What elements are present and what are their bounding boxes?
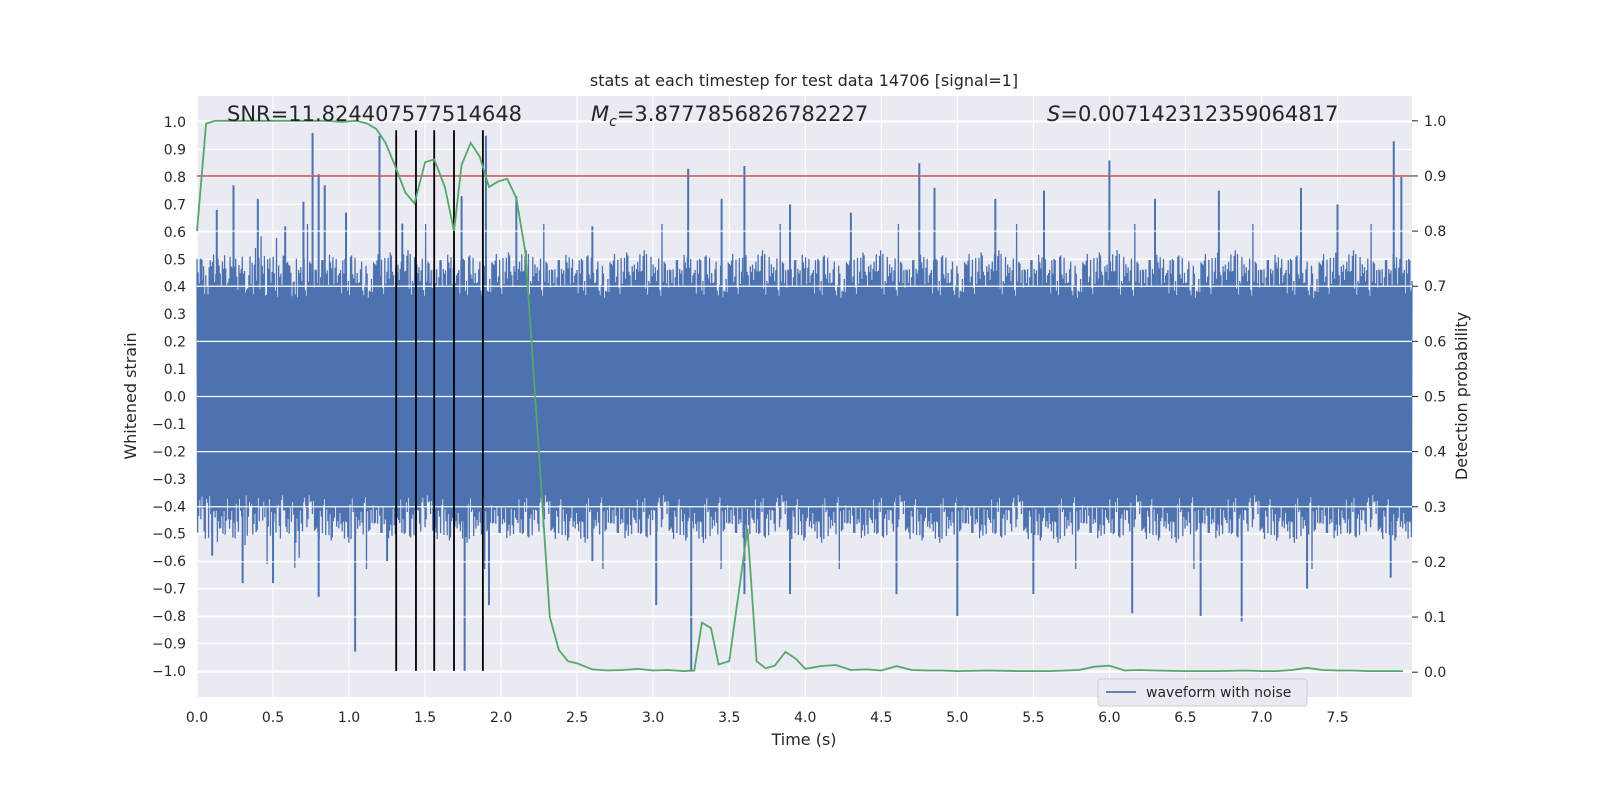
y2-tick-label: 0.7 <box>1424 279 1446 295</box>
detection-probability-line <box>196 119 1403 673</box>
y2-axis-label: Detection probability <box>1452 312 1471 480</box>
s-symbol: S <box>1047 102 1060 126</box>
x-axis: 0.0 0.5 1.0 1.5 2.0 2.5 3.0 3.5 4.0 4.5 5.0 5.5 6.0 6… <box>186 710 1349 726</box>
y-tick-label: 0.5 <box>164 252 186 268</box>
y-axis-left: 1.0 0.9 0.8 0.7 0.6 0.5 0.4 0.3 0.2 0.1 0.0 −0.1 −0.… <box>152 115 186 680</box>
y-tick-label: 0.1 <box>164 362 186 378</box>
y-axis-label: Whitened strain <box>121 332 140 459</box>
y2-tick-label: 0.2 <box>1424 555 1446 571</box>
x-axis-label: Time (s) <box>770 730 836 749</box>
y2-tick-label: 0.1 <box>1424 610 1446 626</box>
x-tick-label: 4.0 <box>794 710 816 726</box>
y-tick-label: −0.2 <box>152 444 186 460</box>
y2-tick-label: 1.0 <box>1424 114 1446 130</box>
y2-tick-label: 0.0 <box>1424 665 1446 681</box>
y2-tick-label: 0.9 <box>1424 169 1446 185</box>
x-tick-label: 1.5 <box>414 710 436 726</box>
y-tick-label: 0.8 <box>164 170 186 186</box>
y-tick-label: 1.0 <box>164 115 186 131</box>
y-tick-label: −0.4 <box>152 499 186 515</box>
y2-tick-label: 0.3 <box>1424 500 1446 516</box>
legend: waveform with noise <box>1097 678 1308 707</box>
legend-box <box>1097 678 1308 707</box>
chart-title: stats at each timestep for test data 147… <box>590 71 1018 90</box>
y-tick-label: 0.9 <box>164 143 186 159</box>
x-tick-label: 3.5 <box>718 710 740 726</box>
x-tick-label: 4.5 <box>870 710 892 726</box>
mc-value: =3.8777856826782227 <box>617 102 868 126</box>
y-tick-label: −1.0 <box>152 664 186 680</box>
vertical-markers <box>395 130 484 671</box>
y-tick-label: −0.7 <box>152 582 186 598</box>
x-tick-label: 7.5 <box>1326 710 1348 726</box>
y-tick-label: −0.9 <box>152 636 186 652</box>
snr-annotation: SNR=11.824407577514648 <box>227 102 522 126</box>
x-tick-label: 3.0 <box>642 710 664 726</box>
mc-annotation: Mc=3.8777856826782227 <box>591 102 868 130</box>
mc-subscript: c <box>609 114 617 130</box>
y-tick-label: 0.6 <box>164 225 186 241</box>
x-tick-label: 5.5 <box>1022 710 1044 726</box>
x-tick-label: 2.5 <box>566 710 588 726</box>
y2-tick-label: 0.8 <box>1424 224 1446 240</box>
y-tick-label: −0.1 <box>152 417 186 433</box>
y-tick-label: 0.3 <box>164 307 186 323</box>
x-tick-label: 7.0 <box>1250 710 1272 726</box>
y-axis-right: 1.0 0.9 0.8 0.7 0.6 0.5 0.4 0.3 0.2 0.1 0.0 <box>1412 114 1446 681</box>
s-value: =0.007142312359064817 <box>1060 102 1338 126</box>
x-tick-label: 0.5 <box>262 710 284 726</box>
legend-label: waveform with noise <box>1146 685 1291 701</box>
x-tick-label: 2.0 <box>490 710 512 726</box>
x-tick-label: 6.0 <box>1098 710 1120 726</box>
x-tick-label: 6.5 <box>1174 710 1196 726</box>
y-tick-label: 0.7 <box>164 197 186 213</box>
x-tick-label: 5.0 <box>946 710 968 726</box>
y-tick-label: −0.6 <box>152 554 186 570</box>
y-tick-label: 0.4 <box>164 280 186 296</box>
y2-tick-label: 0.6 <box>1424 334 1446 350</box>
y-tick-label: 0.2 <box>164 335 186 351</box>
y-tick-label: −0.3 <box>152 472 186 488</box>
y-tick-label: −0.8 <box>152 609 186 625</box>
y2-tick-label: 0.5 <box>1424 390 1446 406</box>
x-tick-label: 0.0 <box>186 710 208 726</box>
mc-symbol: M <box>591 102 609 126</box>
y2-tick-label: 0.4 <box>1424 445 1446 461</box>
y-tick-label: −0.5 <box>152 527 186 543</box>
s-annotation: S=0.007142312359064817 <box>1047 102 1338 126</box>
x-tick-label: 1.0 <box>338 710 360 726</box>
y-tick-label: 0.0 <box>164 390 186 406</box>
